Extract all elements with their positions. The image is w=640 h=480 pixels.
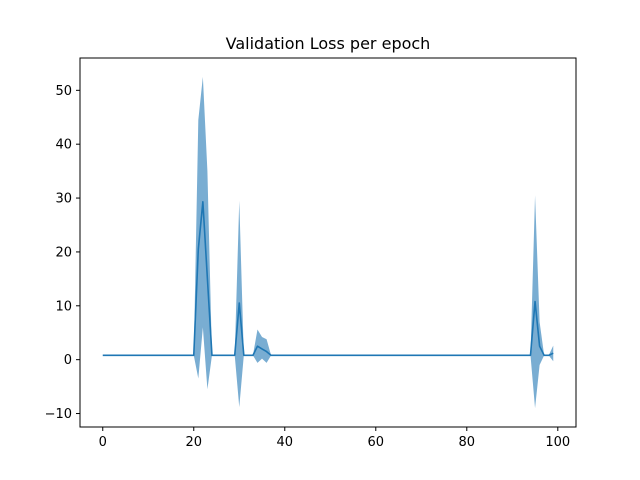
y-tick-label: −10	[45, 407, 72, 422]
y-tick-label: 10	[55, 299, 72, 314]
y-tick-label: 30	[55, 192, 72, 207]
x-tick-label: 80	[459, 435, 476, 450]
x-tick-label: 60	[368, 435, 385, 450]
x-tick-label: 0	[99, 435, 107, 450]
plot-frame	[79, 57, 577, 428]
y-tick-label: 0	[64, 353, 72, 368]
y-axis: −10 0 10 20 30 40 50	[45, 84, 80, 422]
x-tick-label: 100	[545, 435, 570, 450]
chart-title: Validation Loss per epoch	[226, 34, 431, 53]
y-tick-label: 20	[55, 245, 72, 260]
y-tick-label: 50	[55, 84, 72, 99]
mean-line	[102, 201, 554, 357]
plot-area	[102, 76, 554, 409]
y-tick-label: 40	[55, 138, 72, 153]
x-axis: 0 20 40 60 80 100	[99, 427, 570, 450]
x-tick-label: 20	[185, 435, 202, 450]
x-tick-label: 40	[276, 435, 293, 450]
